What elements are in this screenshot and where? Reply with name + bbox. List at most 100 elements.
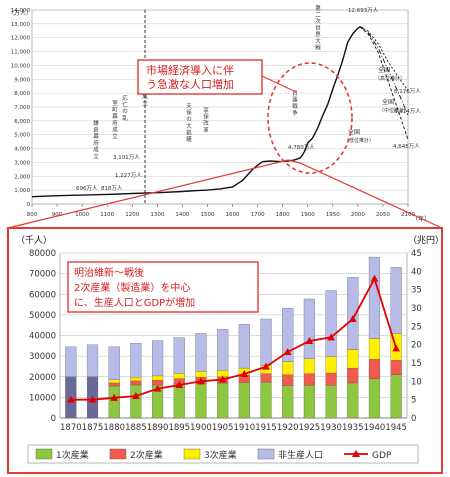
top-x-tick-label: 1950	[326, 212, 340, 218]
bottom-right-unit: （兆円）	[408, 235, 444, 246]
top-event-char: 大	[186, 122, 192, 130]
gdp-marker	[348, 315, 357, 322]
bar-segment	[282, 374, 294, 386]
bar-segment	[368, 256, 381, 339]
top-event-char: 第	[315, 4, 321, 12]
bar-nonproductive-segment	[65, 346, 77, 377]
bar-segment	[282, 361, 294, 375]
top-annotation-box	[137, 59, 263, 95]
legend-label: GDP	[372, 451, 392, 461]
bar-segment	[390, 267, 402, 334]
top-x-ticks: 800 900 1000 1100 1200 1300 1400 1500 1600 1700 18…	[27, 204, 415, 218]
bar-segment	[390, 360, 402, 375]
gdp-marker	[262, 362, 270, 370]
bottom-x-tick-label: 1930	[320, 423, 342, 433]
top-y-tick-label: 1,000	[14, 188, 30, 194]
bar-segment	[152, 375, 164, 381]
bottom-legend: 1次産業 2次産業 3次産業 非生産人口 GDP	[27, 444, 419, 464]
top-event-char: 鎌	[93, 119, 99, 127]
top-x-tick-label: 900	[52, 212, 63, 218]
gdp-marker	[240, 370, 249, 377]
bar-segment	[347, 367, 359, 384]
bar-segment	[260, 373, 272, 383]
top-y-tick-label: 14,000	[11, 8, 31, 14]
top-event-char: 大	[315, 37, 321, 45]
bottom-left-tick-label: 40000	[29, 332, 56, 342]
bar-segment	[152, 380, 164, 386]
bottom-x-tick-label: 1920	[277, 423, 299, 433]
gdp-marker	[327, 333, 335, 341]
top-y-tick-label: 4,000	[14, 147, 30, 153]
top-y-tick-label: 12,000	[11, 36, 31, 42]
bar-segment	[325, 290, 337, 357]
legend-swatch	[109, 448, 127, 460]
legend-label: 2次産業	[130, 449, 163, 461]
top-y-tick-label: 3,000	[14, 160, 30, 166]
bar-segment	[282, 385, 294, 419]
gdp-line-path	[70, 276, 398, 401]
top-value-label: 12,693万人	[348, 7, 379, 14]
bottom-x-tick-label: 1895	[168, 423, 190, 433]
top-event-char: 成	[93, 145, 99, 153]
bar-segment	[347, 382, 359, 419]
top-x-tick-label: 1000	[75, 212, 89, 218]
legend-swatch	[183, 448, 201, 460]
top-value-label: 4,780万人	[288, 144, 315, 151]
top-x-tick-label: 2050	[376, 212, 390, 218]
top-event-char: 応	[122, 94, 128, 102]
bottom-x-tick-label: 1945	[385, 423, 407, 433]
top-event-char: 仁	[122, 101, 128, 109]
top-value-label: 1,227万人	[115, 172, 142, 179]
bar-segment	[303, 385, 315, 419]
top-x-tick-label: 2000	[351, 212, 365, 218]
bar-segment	[368, 359, 381, 379]
top-event-char: 立	[142, 99, 148, 107]
bottom-left-ticks: 0 10000 20000 30000 40000 50000 60000 70000 8000…	[29, 249, 56, 424]
top-x-tick-label: 1300	[150, 212, 164, 218]
bottom-left-tick-label: 60000	[29, 290, 56, 300]
bottom-x-tick-label: 1890	[147, 423, 169, 433]
gdp-marker	[392, 344, 400, 352]
bottom-left-tick-label: 10000	[29, 393, 56, 403]
bottom-annotation-line-1: 明治維新～戦後	[74, 266, 144, 279]
bottom-left-tick-label: 50000	[29, 311, 56, 321]
bar-segment	[217, 329, 229, 371]
bottom-x-tick-label: 1875	[82, 423, 104, 433]
bottom-x-tick-label: 1870	[60, 423, 82, 433]
projection-labels: 全国 （高位推計） 全国 （中位推計） 全国 （低位推計）	[344, 66, 409, 144]
bottom-left-tick-label: 30000	[29, 352, 56, 362]
top-value-label: 4,645万人	[393, 143, 420, 150]
bar-segment	[108, 382, 120, 387]
bottom-x-tick-label: 1905	[212, 423, 234, 433]
bar-segment	[325, 385, 337, 419]
proj-low-sub: （低位推計）	[344, 137, 374, 144]
top-event-char: 府	[93, 139, 99, 147]
bar-segment	[108, 385, 120, 419]
top-event-char: 戦	[292, 102, 298, 110]
top-series-line	[359, 26, 409, 140]
top-event-char: 天	[186, 103, 192, 110]
bar-nonproductive-segment	[86, 344, 99, 377]
bottom-left-unit: （千人）	[16, 235, 52, 246]
top-y-tick-label: 8,000	[14, 91, 30, 97]
top-event-char: の	[186, 116, 192, 123]
top-x-tick-label: 1500	[200, 212, 214, 218]
proj-high-label: 全国	[378, 66, 390, 74]
bar-segment	[325, 356, 337, 374]
bottom-x-tick-label: 1940	[364, 423, 386, 433]
top-event-char: 日	[292, 90, 298, 97]
bottom-right-tick-label: 15	[411, 359, 422, 369]
gdp-marker	[370, 274, 379, 282]
top-event-char: 戦	[315, 44, 321, 52]
bar-segment	[368, 378, 381, 419]
top-event-char: 府	[112, 119, 118, 127]
top-event-char: 立	[93, 152, 99, 160]
bar-segment	[173, 383, 185, 419]
top-y-tick-label: 9,000	[14, 77, 30, 83]
legend-gdp-marker	[352, 450, 360, 457]
top-x-tick-label: 1100	[100, 212, 114, 218]
bottom-right-tick-label: 5	[411, 396, 416, 406]
bar-segment	[173, 337, 185, 374]
top-x-tick-label: 1800	[276, 212, 290, 218]
bar-segment	[130, 384, 142, 419]
